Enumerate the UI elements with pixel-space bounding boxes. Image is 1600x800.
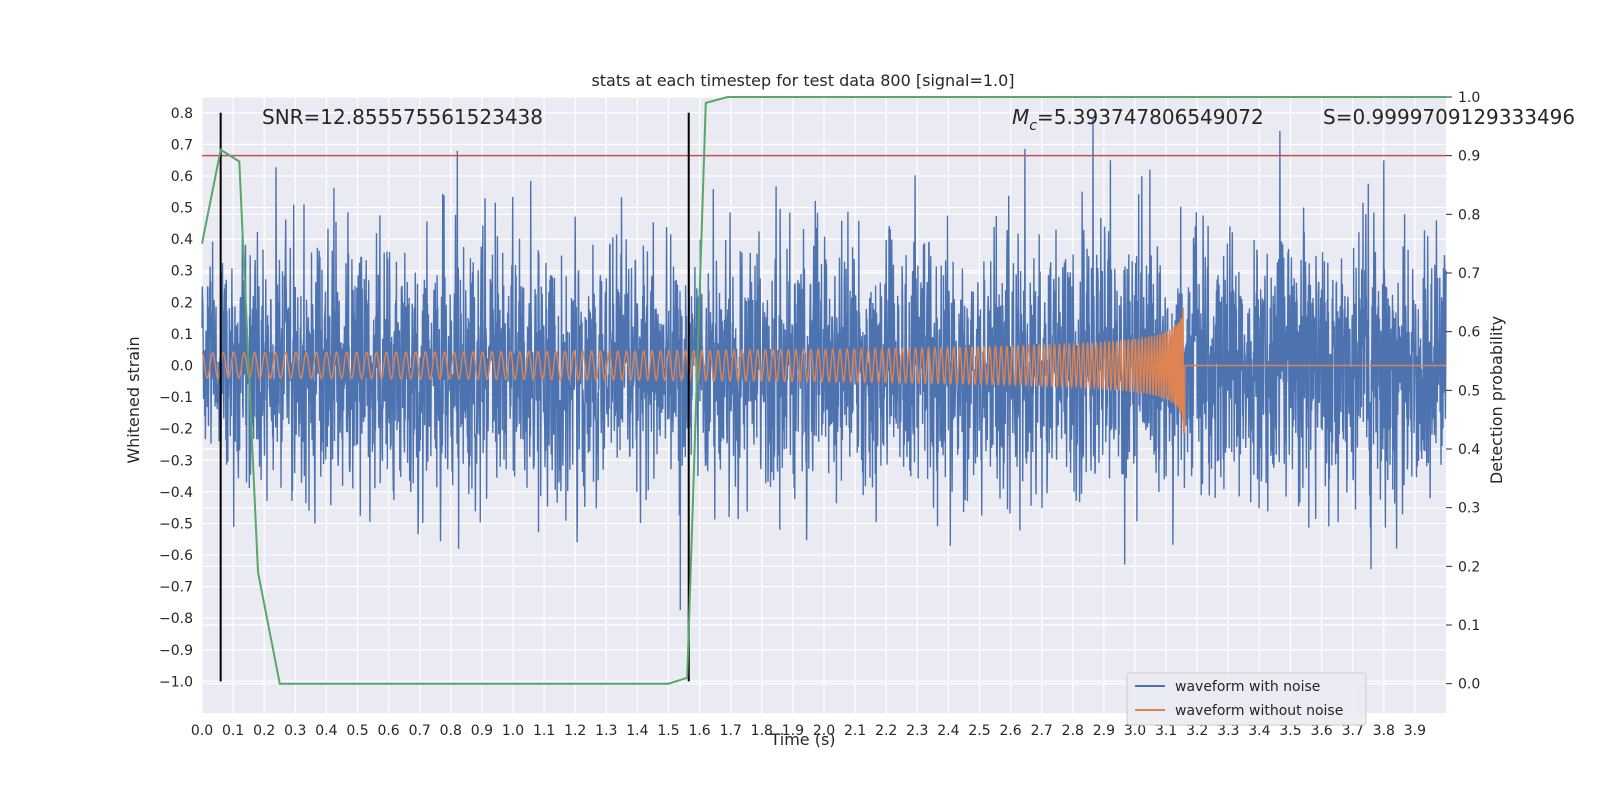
y-left-tick-label: −0.2 — [159, 422, 193, 438]
x-tick-label: 1.7 — [720, 723, 742, 739]
x-tick-label: 2.7 — [1031, 723, 1053, 739]
x-tick-label: 1.4 — [626, 723, 648, 739]
clean-waveform-path — [201, 307, 1446, 434]
y-left-tick-label: 0.4 — [171, 232, 193, 248]
x-tick-label: 0.4 — [315, 723, 337, 739]
x-tick-label: 2.4 — [937, 723, 959, 739]
vertical-markers — [219, 112, 690, 682]
x-tick-label: 3.3 — [1217, 723, 1239, 739]
x-tick-label: 0.6 — [377, 723, 399, 739]
y-right-tick-label: 0.6 — [1458, 325, 1480, 341]
x-tick-label: 2.5 — [968, 723, 990, 739]
chirp-mass-value: =5.393747806549072 — [1037, 105, 1264, 129]
x-tick-label: 3.2 — [1186, 723, 1208, 739]
x-axis-label: Time (s) — [769, 730, 835, 749]
y-left-tick-label: −0.6 — [159, 548, 193, 564]
x-tick-label: 1.8 — [751, 723, 773, 739]
x-tick-label: 0.2 — [253, 723, 275, 739]
detection-probability-path — [201, 96, 1446, 685]
x-tick-label: 0.3 — [284, 723, 306, 739]
x-tick-label: 0.1 — [222, 723, 244, 739]
x-tick-label: 0.7 — [409, 723, 431, 739]
y-left-tick-label: −0.3 — [159, 453, 193, 469]
y-right-axis-ticks: 1.0 0.9 0.8 0.7 0.6 0.5 0.4 0.3 0.2 0.1 0.0 — [1446, 90, 1480, 693]
legend-label-noise: waveform with noise — [1175, 679, 1320, 695]
x-tick-label: 3.0 — [1124, 723, 1146, 739]
y-left-tick-label: −0.8 — [159, 611, 193, 627]
y-left-tick-label: −0.9 — [159, 643, 193, 659]
y-left-tick-label: 0.5 — [171, 201, 193, 217]
y-left-tick-label: 0.2 — [171, 295, 193, 311]
series-waveform-without-noise — [201, 307, 1446, 434]
y-left-tick-label: −0.5 — [159, 516, 193, 532]
x-tick-label: 2.3 — [906, 723, 928, 739]
x-tick-label: 1.9 — [782, 723, 804, 739]
x-tick-label: 2.2 — [875, 723, 897, 739]
legend: waveform with noise waveform without noi… — [1126, 672, 1367, 726]
legend-box — [1126, 672, 1367, 726]
y-left-tick-label: 0.7 — [171, 137, 193, 153]
x-tick-label: 3.4 — [1248, 723, 1270, 739]
y-left-tick-label: 0.8 — [171, 106, 193, 122]
y-left-tick-label: −0.1 — [159, 390, 193, 406]
x-tick-label: 2.1 — [844, 723, 866, 739]
y-right-tick-label: 1.0 — [1458, 90, 1480, 106]
y-right-tick-label: 0.5 — [1458, 383, 1480, 399]
y-right-tick-label: 0.3 — [1458, 501, 1480, 517]
x-tick-label: 1.6 — [688, 723, 710, 739]
x-tick-label: 1.2 — [564, 723, 586, 739]
series-waveform-with-noise — [201, 119, 1447, 611]
x-tick-label: 2.8 — [1062, 723, 1084, 739]
x-tick-label: 0.0 — [191, 723, 213, 739]
y-right-tick-label: 0.0 — [1458, 677, 1480, 693]
y-right-tick-label: 0.2 — [1458, 559, 1480, 575]
x-tick-label: 3.5 — [1279, 723, 1301, 739]
chirp-mass-annotation: Mc=5.393747806549072 — [1012, 105, 1264, 134]
y-left-tick-label: 0.1 — [171, 327, 193, 343]
y-right-tick-label: 0.1 — [1458, 618, 1480, 634]
x-tick-label: 3.7 — [1342, 723, 1364, 739]
y-left-tick-label: −0.4 — [159, 485, 193, 501]
x-axis-ticks: 0.0 0.1 0.2 0.3 0.4 0.5 0.6 0.7 0.8 0.9 1.0 1.1 1.2 1… — [191, 723, 1426, 739]
chirp-mass-subscript: c — [1029, 118, 1037, 134]
x-tick-label: 0.8 — [440, 723, 462, 739]
s-annotation: S=0.9999709129333496 — [1323, 105, 1575, 129]
y-left-tick-label: 0.0 — [171, 359, 193, 375]
y-right-tick-label: 0.7 — [1458, 266, 1480, 282]
x-tick-label: 0.5 — [346, 723, 368, 739]
noise-waveform-path — [201, 119, 1447, 611]
chart-title: stats at each timestep for test data 800… — [591, 71, 1014, 90]
x-tick-label: 3.8 — [1373, 723, 1395, 739]
series-detection-probability — [201, 96, 1446, 685]
y-left-tick-label: 0.3 — [171, 264, 193, 280]
y-left-tick-label: 0.6 — [171, 169, 193, 185]
x-tick-label: 2.6 — [999, 723, 1021, 739]
snr-annotation: SNR=12.855575561523438 — [262, 105, 543, 129]
x-tick-label: 2.9 — [1093, 723, 1115, 739]
x-tick-label: 3.1 — [1155, 723, 1177, 739]
x-tick-label: 1.5 — [657, 723, 679, 739]
y-left-tick-label: −1.0 — [159, 674, 193, 690]
x-tick-label: 1.0 — [502, 723, 524, 739]
y-left-axis-label: Whitened strain — [124, 336, 143, 463]
y-left-tick-label: −0.7 — [159, 580, 193, 596]
y-right-tick-label: 0.4 — [1458, 442, 1480, 458]
legend-label-clean: waveform without noise — [1175, 703, 1343, 719]
x-tick-label: 2.0 — [813, 723, 835, 739]
x-tick-label: 3.6 — [1310, 723, 1332, 739]
chirp-mass-symbol: M — [1012, 105, 1029, 129]
x-tick-label: 1.3 — [595, 723, 617, 739]
y-left-axis-ticks: 0.8 0.7 0.6 0.5 0.4 0.3 0.2 0.1 0.0 −0.1 −0.2 −0.3 −… — [159, 106, 193, 691]
x-tick-label: 3.9 — [1404, 723, 1426, 739]
x-tick-label: 0.9 — [471, 723, 493, 739]
y-right-axis-label: Detection probability — [1487, 316, 1506, 484]
y-right-tick-label: 0.8 — [1458, 207, 1480, 223]
x-tick-label: 1.1 — [533, 723, 555, 739]
y-right-tick-label: 0.9 — [1458, 149, 1480, 165]
